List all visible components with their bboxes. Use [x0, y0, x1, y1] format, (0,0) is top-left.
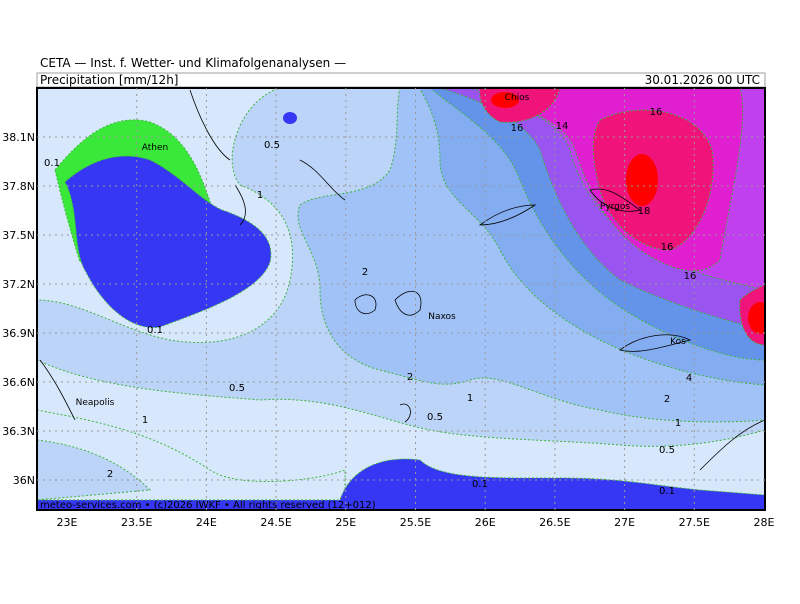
contour-label: 2 [362, 267, 368, 278]
x-tick-label: 26.5E [539, 516, 570, 529]
map-area [37, 88, 765, 510]
contour-label: 1 [467, 393, 473, 404]
contour-label: 2 [664, 394, 670, 405]
x-tick-label: 28E [754, 516, 775, 529]
x-tick-label: 23E [57, 516, 78, 529]
place-label: Chios [505, 93, 530, 103]
field-zero-spot [283, 112, 297, 124]
field-18 [626, 154, 658, 206]
footer: meteo-services.com • (c)2026 IWKF • All … [40, 500, 376, 511]
y-tick-label: 37.5N [2, 229, 35, 242]
contour-label: 1 [675, 418, 681, 429]
field-18-b [491, 92, 519, 108]
map-title: Precipitation [mm/12h] [40, 73, 178, 87]
x-tick-label: 23.5E [121, 516, 152, 529]
contour-label: 2 [107, 469, 113, 480]
x-tick-label: 27E [614, 516, 635, 529]
contour-label: 0.5 [659, 445, 675, 456]
field-18-c [748, 302, 765, 334]
y-tick-label: 36.9N [2, 327, 35, 340]
institute: CETA — Inst. f. Wetter- und Klimafolgena… [40, 56, 346, 70]
contour-label: 1 [257, 190, 263, 201]
place-label: Kos [670, 337, 686, 347]
x-tick-label: 24E [196, 516, 217, 529]
labels: 23E 23.5E 24E 24.5E 25E 25.5E 26E 26.5E 27E 27.5E… [2, 93, 774, 529]
y-tick-label: 36N [13, 474, 35, 487]
x-tick-label: 26E [475, 516, 496, 529]
coastline [39, 89, 765, 471]
field-zero-south [37, 458, 765, 510]
y-tick-label: 36.3N [2, 425, 35, 438]
contour-label: 18 [638, 206, 651, 217]
contour-label: 16 [684, 271, 697, 282]
x-tick-label: 24.5E [260, 516, 291, 529]
field-zero-west [64, 155, 272, 328]
place-label: Athen [142, 143, 168, 153]
map-date: 30.01.2026 00 UTC [645, 73, 760, 87]
field-0-5-b [37, 439, 152, 501]
contour-label: 16 [661, 242, 674, 253]
contour-label: 16 [511, 123, 524, 134]
y-tick-label: 36.6N [2, 376, 35, 389]
contour-label: 0.5 [427, 412, 443, 423]
field-16 [479, 88, 765, 346]
contour-label: 0.1 [659, 486, 675, 497]
contour-label: 2 [407, 372, 413, 383]
y-tick-label: 38.1N [2, 131, 35, 144]
map-frame [36, 87, 766, 511]
x-tick-label: 27.5E [679, 516, 710, 529]
x-tick-label: 25.5E [400, 516, 431, 529]
contour-label: 0.5 [264, 140, 280, 151]
contour-label: 0.5 [229, 383, 245, 394]
contour-label: 16 [650, 107, 663, 118]
place-label: Naxos [428, 312, 456, 322]
y-tick-label: 37.8N [2, 180, 35, 193]
place-label: Pyrgos [600, 202, 631, 212]
contour-label: 4 [686, 373, 692, 384]
x-tick-label: 25E [335, 516, 356, 529]
contour-label: 0.1 [147, 325, 163, 336]
contour-label: 14 [556, 121, 569, 132]
place-label: Neapolis [76, 398, 115, 408]
y-tick-label: 37.2N [2, 278, 35, 291]
graticule [37, 88, 765, 510]
contour-label: 0.1 [472, 479, 488, 490]
contour-label: 1 [142, 415, 148, 426]
contour-label: 0.1 [44, 158, 60, 169]
